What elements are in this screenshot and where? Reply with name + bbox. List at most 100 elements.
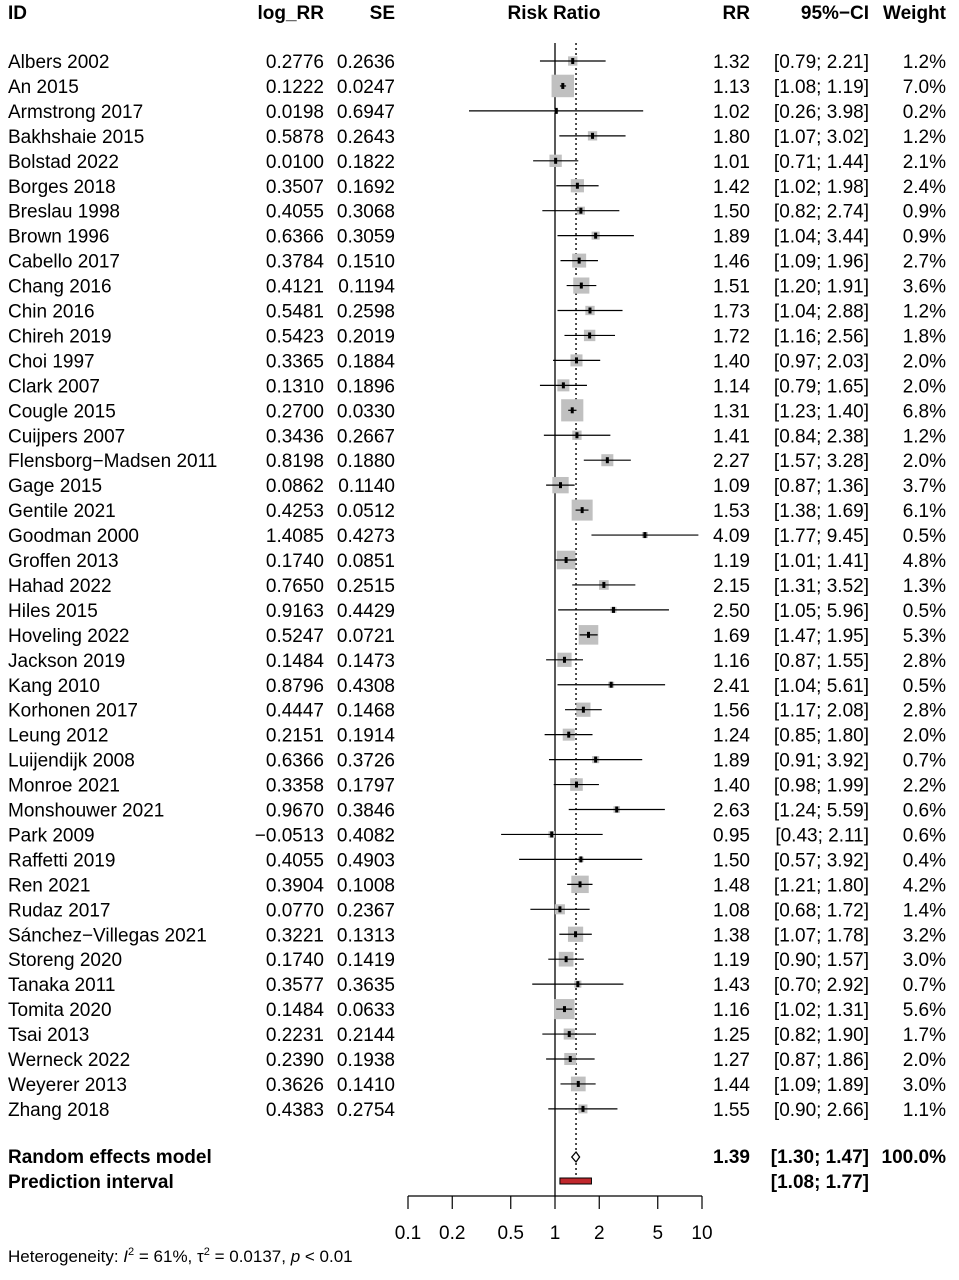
study-ci: [1.16; 2.56] [774, 326, 869, 347]
study-mark [583, 454, 631, 467]
study-log-rr: 0.3436 [266, 426, 324, 447]
study-se: 0.0633 [337, 1000, 395, 1021]
study-id: Armstrong 2017 [8, 102, 143, 123]
study-log-rr: 0.8796 [266, 676, 324, 697]
study-mark [572, 580, 636, 590]
study-id: Groffen 2013 [8, 551, 119, 572]
study-ci: [1.57; 3.28] [774, 451, 869, 472]
heterogeneity-prefix: Heterogeneity: [8, 1247, 123, 1266]
study-rr: 1.38 [713, 925, 750, 946]
study-id: Gage 2015 [8, 476, 102, 497]
study-id: Monshouwer 2021 [8, 801, 164, 822]
header-ci: 95%−CI [801, 3, 869, 24]
study-log-rr: 0.3626 [266, 1075, 324, 1096]
study-ci: [1.02; 1.31] [774, 1000, 869, 1021]
study-row: Monshouwer 2021 0.9670 0.3846 2.63 [1.24; 5.… [8, 801, 946, 822]
x-tick-label: 0.1 [395, 1223, 421, 1244]
study-weight: 0.9% [903, 227, 946, 248]
study-mark [553, 354, 601, 367]
study-point [643, 532, 647, 539]
study-se: 0.4903 [337, 850, 395, 871]
study-rr: 1.89 [713, 751, 750, 772]
study-id: Bakhshaie 2015 [8, 127, 144, 148]
study-rr: 1.56 [713, 701, 750, 722]
study-se: 0.1914 [337, 726, 396, 747]
study-id: Cougle 2015 [8, 401, 116, 422]
study-ci: [1.38; 1.69] [774, 501, 869, 522]
summary-diamond [570, 1150, 581, 1164]
study-log-rr: 0.3507 [266, 177, 324, 198]
study-log-rr: 0.0198 [266, 102, 324, 123]
study-rr: 1.44 [713, 1075, 750, 1096]
heterogeneity-p-symbol: p [290, 1247, 300, 1266]
header-id: ID [8, 3, 27, 24]
study-se: 0.3059 [337, 227, 395, 248]
study-mark [559, 131, 626, 141]
study-weight: 4.2% [903, 875, 946, 896]
study-rr: 1.25 [713, 1025, 750, 1046]
study-se: 0.2667 [337, 426, 395, 447]
study-log-rr: 0.4383 [266, 1100, 324, 1121]
study-se: 0.1510 [337, 252, 395, 273]
study-row: Storeng 2020 0.1740 0.1419 1.19 [0.90; 1.57]… [8, 950, 946, 971]
study-row: Sánchez−Villegas 2021 0.3221 0.1313 1.38 [1.… [8, 925, 946, 946]
study-se: 0.2598 [337, 302, 395, 323]
study-log-rr: 0.4055 [266, 202, 324, 223]
study-mark [530, 904, 590, 915]
study-id: Breslau 1998 [8, 202, 120, 223]
study-row: Albers 2002 0.2776 0.2636 1.32 [0.79; 2.21] 1… [8, 52, 946, 73]
study-ci: [0.97; 2.03] [774, 351, 869, 372]
study-ci: [1.09; 1.89] [774, 1075, 869, 1096]
study-point [559, 482, 563, 489]
study-mark [571, 499, 593, 521]
study-mark [561, 399, 584, 422]
summary-rr: 1.39 [713, 1147, 750, 1168]
study-rr: 1.69 [713, 626, 750, 647]
study-mark [591, 532, 699, 539]
study-weight: 2.4% [903, 177, 946, 198]
study-mark [469, 107, 644, 114]
study-ci: [1.04; 5.61] [774, 676, 869, 697]
study-weight: 1.3% [903, 576, 946, 597]
study-point [568, 1056, 572, 1062]
study-mark [546, 476, 575, 494]
study-se: 0.2144 [337, 1025, 396, 1046]
study-se: 0.1313 [337, 925, 395, 946]
study-mark [557, 681, 666, 688]
study-weight: 6.1% [903, 501, 946, 522]
study-weight: 0.7% [903, 751, 946, 772]
study-se: 0.1938 [337, 1050, 395, 1071]
study-row: Choi 1997 0.3365 0.1884 1.40 [0.97; 2.03] 2.0… [8, 351, 946, 372]
study-row: An 2015 0.1222 0.0247 1.13 [1.08; 1.19] 7.0% [8, 77, 946, 98]
study-rr: 1.24 [713, 726, 750, 747]
study-log-rr: 0.9670 [266, 801, 324, 822]
study-ci: [1.77; 9.45] [774, 526, 869, 547]
study-mark [548, 951, 584, 967]
study-ci: [1.08; 1.19] [774, 77, 869, 98]
study-se: 0.6947 [337, 102, 395, 123]
study-log-rr: 0.2700 [266, 401, 324, 422]
study-point [588, 307, 592, 314]
study-id: Ren 2021 [8, 875, 90, 896]
study-row: Tomita 2020 0.1484 0.0633 1.16 [1.02; 1.31] 5… [8, 1000, 946, 1021]
study-point [576, 1080, 580, 1087]
study-row: Chang 2016 0.4121 0.1194 1.51 [1.20; 1.91] 3.… [8, 277, 946, 298]
x-tick-label: 5 [652, 1223, 663, 1244]
study-log-rr: 0.2390 [266, 1050, 324, 1071]
study-se: 0.0512 [337, 501, 395, 522]
study-se: 0.1884 [337, 351, 396, 372]
study-mark [548, 756, 643, 764]
study-se: 0.3846 [337, 801, 395, 822]
study-rows: Albers 2002 0.2776 0.2636 1.32 [0.79; 2.21] 1… [8, 52, 946, 1121]
study-mark [543, 430, 611, 440]
heterogeneity-i2-value: = 61%, [134, 1247, 197, 1266]
study-point [609, 681, 613, 688]
study-id: Sánchez−Villegas 2021 [8, 925, 207, 946]
heterogeneity-tau-sup: 2 [204, 1246, 210, 1258]
study-se: 0.4273 [337, 526, 395, 547]
study-se: 0.3068 [337, 202, 395, 223]
study-log-rr: 0.3365 [266, 351, 324, 372]
study-ci: [0.57; 3.92] [774, 850, 869, 871]
study-row: Park 2009 −0.0513 0.4082 0.95 [0.43; 2.11] 0.… [8, 825, 946, 846]
study-row: Leung 2012 0.2151 0.1914 1.24 [0.85; 1.80] 2.… [8, 726, 946, 747]
